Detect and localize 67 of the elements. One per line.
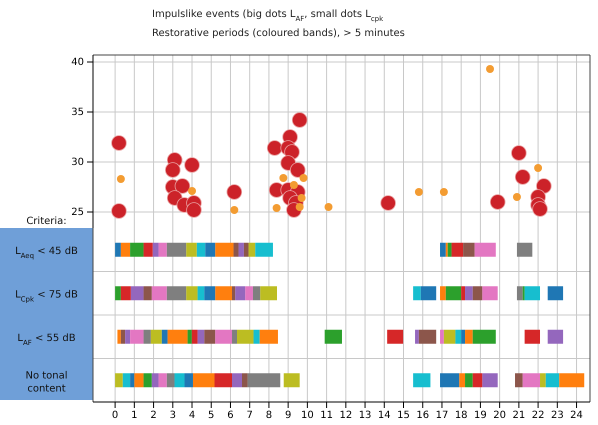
x-tick-label: 22 xyxy=(532,410,544,422)
point xyxy=(298,194,306,202)
point xyxy=(514,169,530,185)
point xyxy=(174,178,190,194)
x-tick-label: 6 xyxy=(227,410,234,422)
y-tick-label: 35 xyxy=(71,107,84,118)
point xyxy=(440,188,448,196)
x-tick-label: 2 xyxy=(150,410,157,422)
y-tick-label: L$_{Aeq}$ < 45 dB xyxy=(15,246,78,260)
point xyxy=(186,202,202,218)
x-tick-label: 5 xyxy=(208,410,214,422)
point xyxy=(290,162,306,178)
point xyxy=(534,164,542,172)
x-tick-label: 9 xyxy=(284,410,292,422)
x-tick-label: 7 xyxy=(246,410,253,422)
point xyxy=(272,204,281,212)
x-tick-label: 24 xyxy=(570,410,583,422)
x-tick-label: 14 xyxy=(378,410,391,422)
point xyxy=(279,174,288,182)
y-tick-label: L$_{Cpk}$ < 75 dB xyxy=(15,289,78,304)
y-tick-label: 30 xyxy=(71,157,84,168)
x-tick-label: 13 xyxy=(358,410,372,422)
y-axis-title: Criteria: xyxy=(26,216,67,227)
x-tick-label: 0 xyxy=(112,410,118,422)
point xyxy=(380,195,396,211)
y-tick-label: 25 xyxy=(71,207,84,218)
point xyxy=(414,188,423,196)
point xyxy=(324,203,333,211)
point xyxy=(536,178,552,194)
y-tick-label: No tonal content xyxy=(25,370,68,394)
point xyxy=(111,203,127,219)
point xyxy=(511,145,527,161)
point xyxy=(292,112,308,128)
point xyxy=(490,194,506,210)
x-tick-label: 17 xyxy=(436,410,448,422)
x-tick-label: 12 xyxy=(339,410,352,422)
x-tick-label: 15 xyxy=(397,410,410,422)
point xyxy=(266,140,282,156)
point xyxy=(532,201,548,217)
x-tick-label: 16 xyxy=(416,410,430,422)
point xyxy=(184,157,200,173)
point xyxy=(230,206,238,214)
x-tick-label: 10 xyxy=(301,410,314,422)
x-tick-label: 18 xyxy=(454,410,468,422)
point xyxy=(116,175,125,183)
x-tick-label: 21 xyxy=(512,410,526,422)
point xyxy=(512,193,521,201)
y-tick-label: 40 xyxy=(71,57,84,68)
point xyxy=(111,135,127,151)
point xyxy=(226,184,242,200)
x-tick-label: 8 xyxy=(266,410,272,422)
point xyxy=(486,65,494,73)
x-tick-label: 19 xyxy=(474,410,487,422)
x-tick-label: 4 xyxy=(188,410,196,422)
point xyxy=(290,181,298,189)
y-tick-label: L$_{AF}$ < 55 dB xyxy=(17,332,76,347)
point xyxy=(300,174,308,182)
x-tick-label: 23 xyxy=(550,410,564,422)
x-tick-label: 11 xyxy=(320,410,333,422)
point xyxy=(165,162,181,178)
x-tick-label: 20 xyxy=(493,410,506,422)
point xyxy=(188,187,196,195)
chart-subtitle: Restorative periods (coloured bands), > 5 minutes xyxy=(152,28,405,39)
x-tick-label: 3 xyxy=(170,410,176,422)
chart-title: Impulslike events (big dots L$_{AF}$, small dots L$_{cpk}$ xyxy=(152,9,384,23)
x-tick-label: 1 xyxy=(131,410,138,422)
point xyxy=(296,203,304,211)
